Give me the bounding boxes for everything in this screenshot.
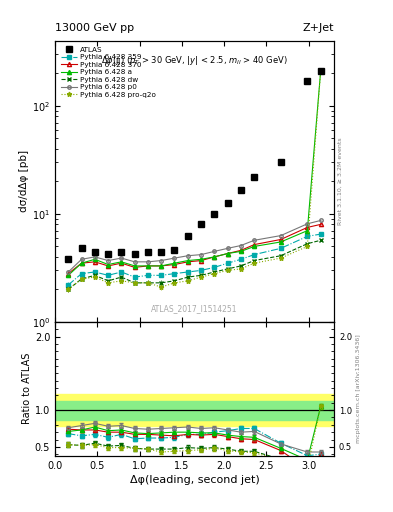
ATLAS [212, 211, 217, 218]
ATLAS [79, 245, 84, 251]
ATLAS [106, 250, 110, 257]
Legend: ATLAS, Pythia 6.428 359, Pythia 6.428 370, Pythia 6.428 a, Pythia 6.428 dw, Pyth: ATLAS, Pythia 6.428 359, Pythia 6.428 37… [58, 44, 158, 101]
ATLAS [225, 200, 230, 206]
ATLAS [252, 174, 257, 180]
ATLAS [119, 249, 124, 255]
ATLAS [172, 247, 177, 253]
Text: ATLAS_2017_I1514251: ATLAS_2017_I1514251 [151, 305, 238, 313]
Y-axis label: Ratio to ATLAS: Ratio to ATLAS [22, 353, 32, 424]
ATLAS [278, 159, 283, 165]
ATLAS [132, 250, 137, 257]
ATLAS [66, 256, 71, 262]
ATLAS [305, 78, 310, 84]
ATLAS [92, 249, 97, 255]
Line: ATLAS: ATLAS [65, 68, 324, 263]
ATLAS [239, 187, 243, 194]
X-axis label: Δφ(leading, second jet): Δφ(leading, second jet) [130, 475, 259, 485]
Y-axis label: mcplots.cern.ch [arXiv:1306.3436]: mcplots.cern.ch [arXiv:1306.3436] [356, 334, 361, 443]
Y-axis label: Rivet 3.1.10, ≥ 3.2M events: Rivet 3.1.10, ≥ 3.2M events [338, 138, 343, 225]
Text: $\Delta\phi$(jj) ($p_\mathrm{T}$ > 30 GeV, $|y|$ < 2.5, $m_{ll}$ > 40 GeV): $\Delta\phi$(jj) ($p_\mathrm{T}$ > 30 Ge… [101, 54, 288, 67]
ATLAS [318, 68, 323, 74]
ATLAS [145, 249, 150, 255]
Y-axis label: dσ/dΔφ [pb]: dσ/dΔφ [pb] [19, 151, 29, 212]
ATLAS [185, 233, 190, 240]
Text: 13000 GeV pp: 13000 GeV pp [55, 23, 134, 33]
ATLAS [199, 221, 204, 227]
ATLAS [159, 249, 163, 255]
Text: Z+Jet: Z+Jet [303, 23, 334, 33]
